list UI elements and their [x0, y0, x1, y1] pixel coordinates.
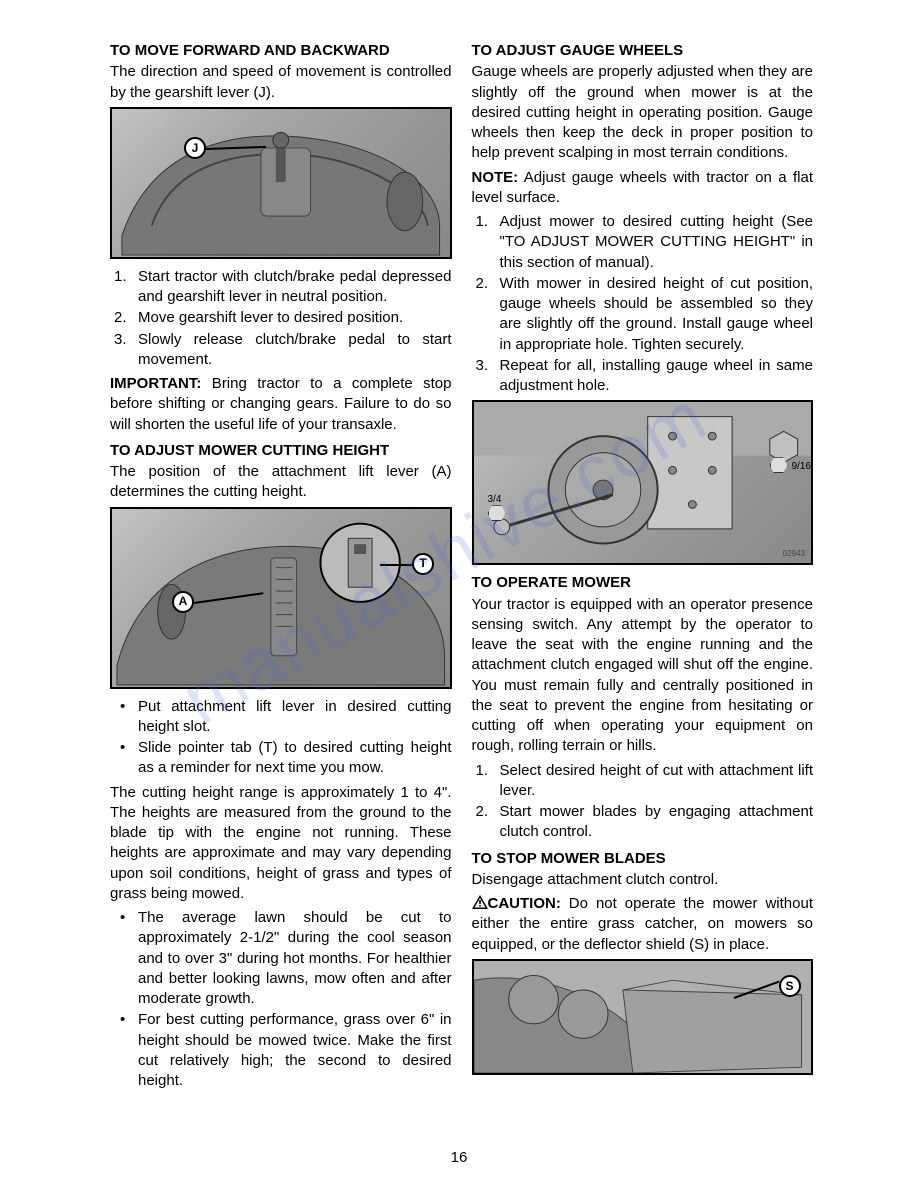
left-column: TO MOVE FORWARD AND BACKWARD The directi… — [110, 35, 452, 1095]
lead-adjust-cutting-height: The position of the attachment lift leve… — [110, 462, 452, 503]
steps-operate-mower: Select desired height of cut with attach… — [472, 761, 814, 843]
figure-gauge-wheel: 3/4 9/16 02943 — [472, 400, 814, 565]
bullet-item: For best cutting performance, grass over… — [110, 1010, 452, 1091]
figure-deflector-shield: S — [472, 959, 814, 1075]
lead-adjust-gauge-wheels: Gauge wheels are properly adjusted when … — [472, 62, 814, 163]
caution-label: CAUTION: — [488, 895, 561, 912]
note-gauge-wheels: NOTE: Adjust gauge wheels with tractor o… — [472, 168, 814, 209]
heading-adjust-cutting-height: TO ADJUST MOWER CUTTING HEIGHT — [110, 441, 452, 461]
page-number: 16 — [0, 1148, 918, 1168]
hex-label-3-4: 3/4 — [488, 505, 506, 521]
figure-gauge-wheel-svg — [474, 402, 812, 563]
note-text: Adjust gauge wheels with tractor on a fl… — [472, 169, 814, 206]
hex-text-3-4: 3/4 — [488, 493, 502, 507]
step-item: Repeat for all, installing gauge wheel i… — [472, 356, 814, 397]
hex-text-9-16: 9/16 — [792, 460, 811, 474]
bullet-item: Slide pointer tab (T) to desired cutting… — [110, 738, 452, 779]
important-note: IMPORTANT: Bring tractor to a complete s… — [110, 374, 452, 435]
step-item: Move gearshift lever to desired position… — [110, 308, 452, 328]
bullet-item: Put attachment lift lever in desired cut… — [110, 697, 452, 738]
steps-move-forward-backward: Start tractor with clutch/brake pedal de… — [110, 267, 452, 370]
step-item: Start mower blades by engaging attachmen… — [472, 802, 814, 843]
step-item: With mower in desired height of cut posi… — [472, 274, 814, 355]
important-label: IMPORTANT: — [110, 375, 201, 392]
figure-ref-number: 02943 — [783, 549, 805, 560]
figure-gearshift-lever: J — [110, 107, 452, 259]
figure-gearshift-svg — [112, 109, 450, 257]
heading-move-forward-backward: TO MOVE FORWARD AND BACKWARD — [110, 41, 452, 61]
step-item: Slowly release clutch/brake pedal to sta… — [110, 330, 452, 371]
lead-stop-mower-blades: Disengage attachment clutch control. — [472, 870, 814, 890]
two-column-layout: TO MOVE FORWARD AND BACKWARD The directi… — [110, 35, 813, 1095]
bullets-cutting-height-2: The average lawn should be cut to approx… — [110, 908, 452, 1091]
right-column: TO ADJUST GAUGE WHEELS Gauge wheels are … — [472, 35, 814, 1095]
callout-t: T — [412, 553, 434, 575]
note-label: NOTE: — [472, 169, 519, 186]
heading-stop-mower-blades: TO STOP MOWER BLADES — [472, 849, 814, 869]
step-item: Start tractor with clutch/brake pedal de… — [110, 267, 452, 308]
bullet-item: The average lawn should be cut to approx… — [110, 908, 452, 1009]
hex-label-9-16: 9/16 — [770, 457, 788, 473]
lead-move-forward-backward: The direction and speed of movement is c… — [110, 62, 452, 103]
figure-lift-lever: A T — [110, 507, 452, 689]
steps-adjust-gauge-wheels: Adjust mower to desired cutting height (… — [472, 212, 814, 396]
heading-adjust-gauge-wheels: TO ADJUST GAUGE WHEELS — [472, 41, 814, 61]
figure-deflector-svg — [474, 961, 812, 1073]
callout-j: J — [184, 137, 206, 159]
caution-paragraph: CAUTION: Do not operate the mower withou… — [472, 894, 814, 955]
bullets-cutting-height-1: Put attachment lift lever in desired cut… — [110, 697, 452, 779]
callout-s: S — [779, 975, 801, 997]
figure-lift-lever-svg — [112, 509, 450, 687]
para-cutting-height-range: The cutting height range is approximatel… — [110, 783, 452, 905]
callout-a: A — [172, 591, 194, 613]
step-item: Adjust mower to desired cutting height (… — [472, 212, 814, 273]
warning-triangle-icon — [472, 895, 488, 909]
step-item: Select desired height of cut with attach… — [472, 761, 814, 802]
lead-operate-mower: Your tractor is equipped with an operato… — [472, 595, 814, 757]
heading-operate-mower: TO OPERATE MOWER — [472, 573, 814, 593]
callout-t-line — [380, 564, 412, 566]
